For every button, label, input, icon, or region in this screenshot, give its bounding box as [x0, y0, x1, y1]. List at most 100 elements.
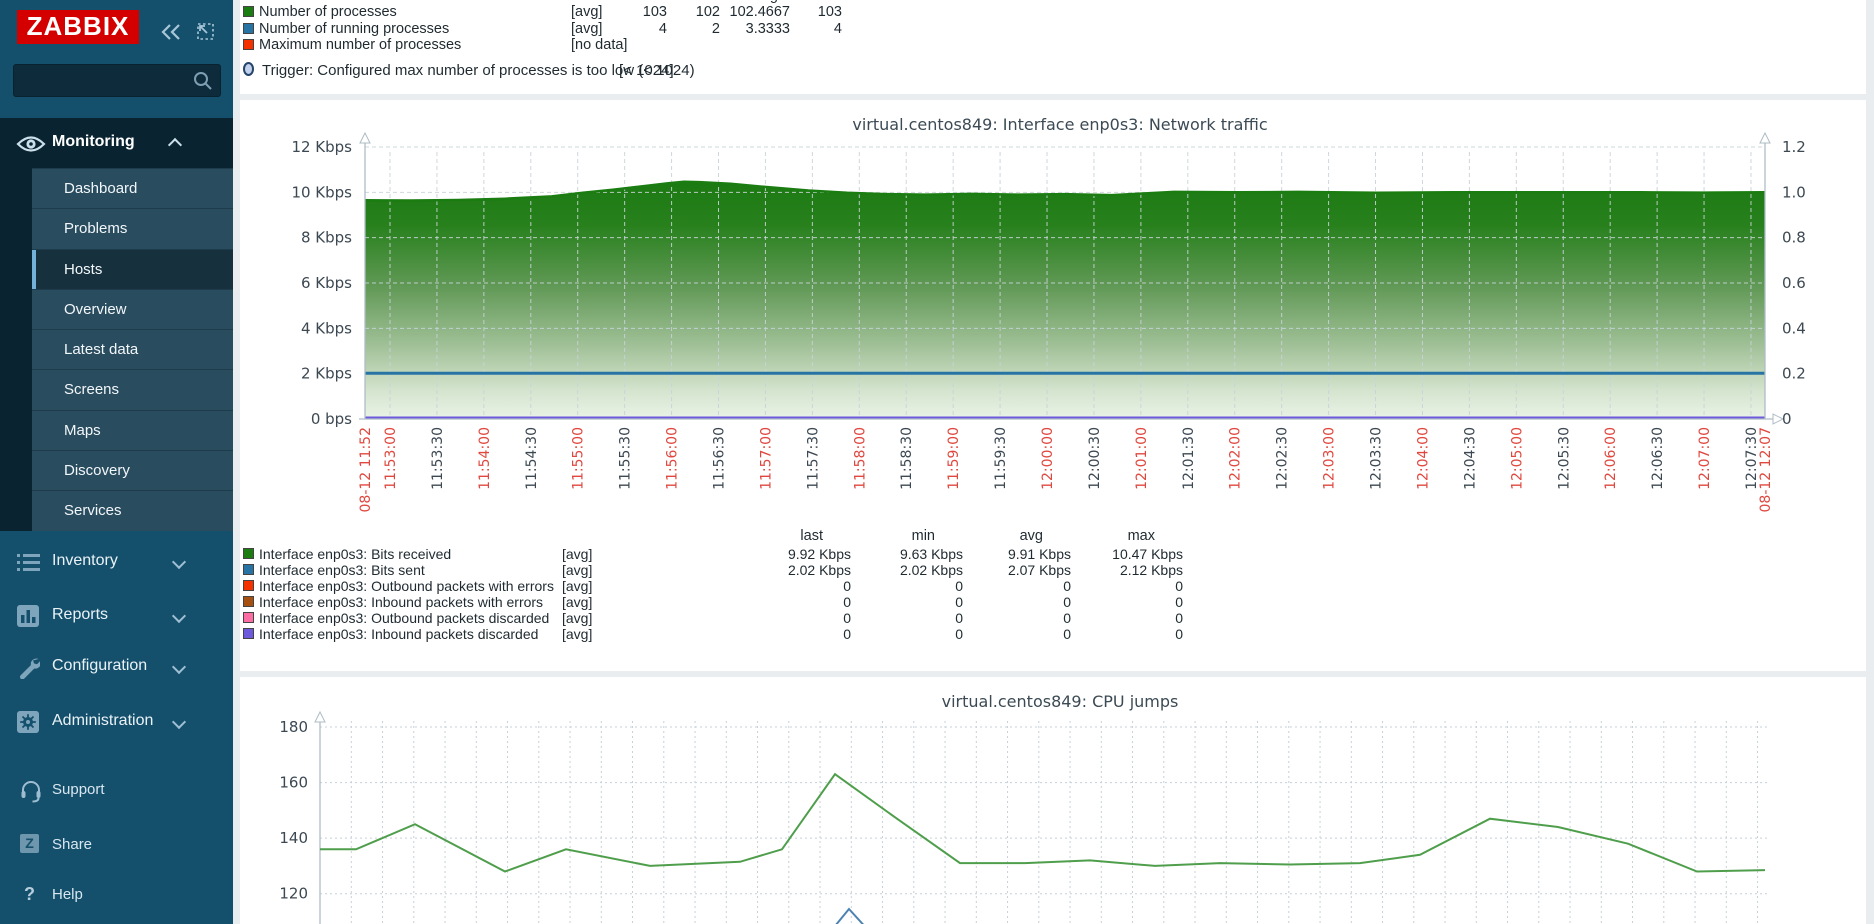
x-axis-label: 12:00:00: [1040, 427, 1056, 490]
x-axis-label: 12:02:30: [1275, 427, 1291, 490]
legend-column-header: min: [630, 0, 708, 4]
sidebar-item-label: Discovery: [64, 462, 130, 480]
chevron-up-icon: [167, 137, 183, 153]
legend-value: 0: [1175, 578, 1183, 594]
legend-item-label: Interface enp0s3: Outbound packets disca…: [259, 610, 550, 626]
chevron-down-icon: [171, 554, 187, 570]
legend-row: Interface enp0s3: Bits sent [avg] 2.02 Kbp…: [240, 562, 1866, 578]
x-axis-label: 12:07:00: [1697, 427, 1713, 490]
legend-color-swatch: [243, 564, 254, 575]
sidebar-item-latest-data[interactable]: Latest data: [32, 329, 233, 370]
x-axis-label: 11:59:30: [993, 427, 1009, 490]
sidebar-item-label: Help: [52, 886, 83, 903]
chevron-down-icon: [171, 608, 187, 624]
y-axis-right-label: 0.4: [1782, 319, 1806, 337]
legend-column-header: max: [1127, 528, 1155, 544]
x-axis-label: 08-12 11:52: [358, 427, 374, 512]
sidebar-item-help[interactable]: ? Help: [0, 875, 233, 919]
y-axis-label: 12 Kbps: [291, 138, 352, 156]
legend-value: 0: [1175, 626, 1183, 642]
legend-item-label: Number of running processes: [259, 20, 450, 37]
sidebar: ZABBIX Monitoring Dashboard Problems Hosts O…: [0, 0, 233, 924]
y-axis-right-label: 1.0: [1782, 183, 1806, 201]
legend-item-function: [avg]: [571, 4, 603, 20]
sidebar-item-screens[interactable]: Screens: [32, 369, 233, 410]
x-axis-label: 11:54:00: [477, 427, 493, 490]
legend-row: Maximum number of processes [no data]: [240, 37, 1866, 53]
x-axis-label: 11:56:30: [712, 427, 728, 490]
legend-value: 0: [1175, 610, 1183, 626]
sidebar-item-dashboard[interactable]: Dashboard: [32, 168, 233, 209]
sidebar-item-share[interactable]: Z Share: [0, 825, 233, 869]
cpu-jumps-graph[interactable]: virtual.centos849: CPU jumps 180 160 140 120: [240, 677, 1866, 924]
legend-value: 0: [955, 626, 963, 642]
legend-item-function: [avg]: [571, 20, 603, 37]
bar-chart-icon: [17, 605, 39, 627]
x-axis-label: 12:04:30: [1462, 427, 1478, 490]
x-axis-label: 12:05:00: [1509, 427, 1525, 490]
y-axis-label: 180: [279, 718, 308, 736]
headset-icon: [21, 781, 41, 803]
sidebar-item-reports[interactable]: Reports: [0, 594, 233, 640]
legend-value: 103: [642, 4, 667, 20]
legend-value: 103: [817, 4, 842, 20]
sidebar-item-configuration[interactable]: Configuration: [0, 645, 233, 691]
legend-row: Interface enp0s3: Inbound packets with e…: [240, 594, 1866, 610]
sidebar-item-monitoring[interactable]: Monitoring: [0, 118, 233, 168]
x-axis-label: 11:58:30: [899, 427, 915, 490]
legend-value: 2.07 Kbps: [1007, 562, 1071, 578]
zabbix-logo[interactable]: ZABBIX: [17, 10, 139, 44]
collapse-sidebar-icon[interactable]: [159, 22, 185, 42]
cpu-jumps-graph-block: virtual.centos849: CPU jumps 180 160 140 120: [240, 677, 1866, 924]
legend-row: Number of running processes [avg] 4 2 3.3333…: [240, 21, 1866, 37]
legend-item-function: [avg]: [562, 610, 593, 626]
legend-column-header: min: [911, 528, 935, 544]
y-axis-label: 6 Kbps: [301, 274, 352, 292]
legend-column-header: avg: [700, 0, 778, 4]
x-axis-label: 11:53:30: [430, 427, 446, 490]
sidebar-item-support[interactable]: Support: [0, 770, 233, 814]
gear-icon: [17, 711, 39, 733]
sidebar-item-services[interactable]: Services: [32, 490, 233, 531]
legend-value: 9.91 Kbps: [1007, 546, 1071, 562]
x-axis-label: 11:58:00: [852, 427, 868, 490]
legend-item-function: [avg]: [562, 578, 593, 594]
x-axis-label: 12:06:30: [1650, 427, 1666, 490]
legend-value: 9.92 Kbps: [787, 546, 851, 562]
legend-item-function: [avg]: [562, 546, 593, 562]
x-axis-label: 11:53:00: [383, 427, 399, 490]
x-axis-label: 11:55:00: [571, 427, 587, 490]
y-axis-label: 10 Kbps: [291, 183, 352, 201]
network-traffic-graph-block: virtual.centos849: Interface enp0s3: Net…: [240, 100, 1866, 671]
sidebar-item-overview[interactable]: Overview: [32, 288, 233, 330]
search-input[interactable]: [22, 68, 186, 94]
chart-title: virtual.centos849: Interface enp0s3: Net…: [852, 115, 1267, 134]
legend-column-header: avg: [1019, 528, 1043, 544]
legend-value: 0: [955, 610, 963, 626]
y-axis-right-label: 0.8: [1782, 229, 1806, 247]
legend-value: 0: [1175, 594, 1183, 610]
legend-column-header: last: [800, 528, 823, 544]
network-traffic-graph[interactable]: virtual.centos849: Interface enp0s3: Net…: [240, 100, 1866, 671]
x-axis-label: 11:57:00: [758, 427, 774, 490]
sidebar-item-maps[interactable]: Maps: [32, 409, 233, 451]
legend-color-swatch: [243, 596, 254, 607]
legend-value: 0: [1063, 610, 1071, 626]
series-area-bits-received: [365, 181, 1765, 419]
sidebar-item-problems[interactable]: Problems: [32, 208, 233, 249]
legend-color-swatch: [243, 6, 254, 17]
sidebar-item-hosts[interactable]: Hosts: [32, 248, 233, 290]
x-axis-label: 11:54:30: [524, 427, 540, 490]
sidebar-item-inventory[interactable]: Inventory: [0, 540, 233, 586]
legend-item-label: Maximum number of processes: [259, 37, 462, 53]
y-axis-label: 120: [279, 885, 308, 903]
y-axis-label: 140: [279, 829, 308, 847]
y-axis-label: 2 Kbps: [301, 365, 352, 383]
fullscreen-icon[interactable]: [196, 22, 216, 42]
sidebar-item-discovery[interactable]: Discovery: [32, 450, 233, 491]
legend-value: 2.02 Kbps: [899, 562, 963, 578]
sidebar-item-administration[interactable]: Administration: [0, 700, 233, 746]
trigger-row: Trigger: Configured max number of proces…: [240, 61, 1866, 81]
x-axis-label: 12:03:00: [1322, 427, 1338, 490]
legend-value: 2.12 Kbps: [1119, 562, 1183, 578]
